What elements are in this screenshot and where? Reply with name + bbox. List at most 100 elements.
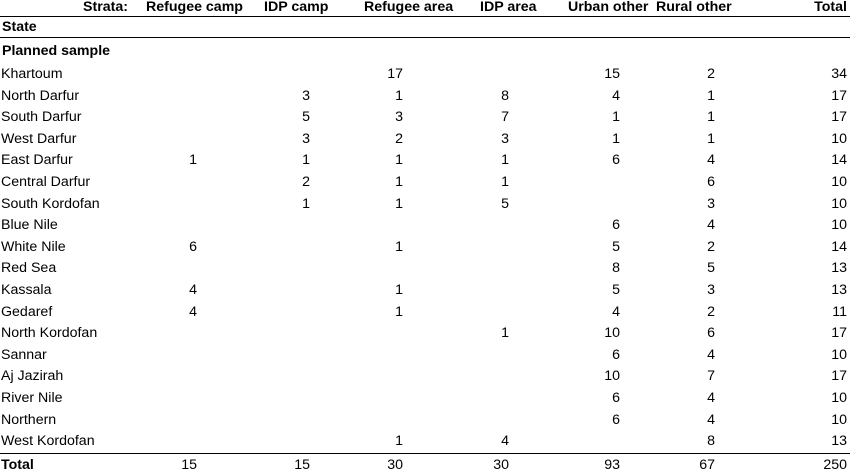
section-header-row: Planned sample: [0, 38, 850, 65]
cell-rural-other: 4: [707, 217, 715, 234]
cell-refugee-area: [332, 388, 436, 410]
cell-total: 10: [831, 217, 847, 234]
cell-urban-other: [540, 431, 633, 453]
cell-total: 13: [831, 433, 847, 450]
section-label: Planned sample: [2, 43, 111, 59]
cell-refugee-camp: [136, 172, 222, 194]
cell-total: 17: [831, 325, 847, 342]
cell-refugee-camp: [136, 323, 222, 345]
cell-urban-other: 1: [612, 130, 620, 147]
cell-refugee-area: 1: [395, 281, 403, 298]
cell-urban-other: 4: [612, 87, 620, 104]
cell-urban-other: [540, 194, 633, 216]
cell-refugee-camp: [136, 86, 222, 108]
state-name-cell: South Darfur: [1, 109, 82, 126]
cell-refugee-camp: [136, 215, 222, 237]
state-name-cell: River Nile: [1, 389, 63, 406]
cell-idp-camp: [222, 366, 332, 388]
cell-idp-camp: 1: [302, 152, 310, 169]
cell-idp-camp: 2: [302, 173, 310, 190]
state-name-cell: Aj Jazirah: [1, 368, 64, 385]
cell-refugee-area: 1: [395, 303, 403, 320]
state-name-cell: Northern: [1, 411, 57, 428]
cell-rural-other: 3: [707, 195, 715, 212]
cell-total: 10: [831, 195, 847, 212]
cell-total: 10: [831, 130, 847, 147]
cell-refugee-camp: [136, 345, 222, 367]
table-row: Gedaref 4 1 4 2 11: [0, 302, 850, 324]
cell-idp-camp: [222, 258, 332, 280]
state-name-cell: Khartoum: [1, 66, 63, 82]
cell-urban-other: [540, 172, 633, 194]
cell-refugee-camp: [136, 107, 222, 129]
cell-idp-area: 3: [501, 130, 509, 147]
state-name-cell: East Darfur: [1, 152, 73, 169]
total-row: Total 15 15 30 30 93 67 250: [0, 452, 850, 476]
cell-refugee-area: 17: [387, 66, 403, 82]
cell-idp-camp: [222, 302, 332, 324]
cell-idp-camp: [222, 237, 332, 259]
cell-idp-camp: 3: [302, 130, 310, 147]
table-row: West Kordofan 1 4 8 13: [0, 431, 850, 453]
table-row: Red Sea 8 5 13: [0, 258, 850, 280]
cell-refugee-area: [332, 410, 436, 432]
state-name-cell: Sannar: [1, 346, 47, 363]
cell-idp-area: 7: [501, 109, 509, 126]
column-header-urban-other: Urban other: [568, 0, 649, 15]
cell-total: 14: [831, 238, 847, 255]
cell-refugee-area: 2: [395, 130, 403, 147]
cell-total: 10: [831, 389, 847, 406]
cell-refugee-area: 1: [395, 433, 403, 450]
cell-urban-other: 93: [540, 452, 633, 476]
table-body: Khartoum 17 15 2 34 North Darfur 3 1 8 4 1 17 South …: [0, 64, 850, 476]
cell-refugee-camp: [136, 431, 222, 453]
cell-refugee-camp: [136, 388, 222, 410]
state-name-cell: Gedaref: [1, 303, 53, 320]
table-row: South Darfur 5 3 7 1 1 17: [0, 107, 850, 129]
cell-rural-other: 1: [707, 109, 715, 126]
cell-urban-other: 15: [604, 66, 620, 82]
state-name-cell: Central Darfur: [1, 173, 91, 190]
cell-refugee-area: [332, 345, 436, 367]
cell-total: 14: [831, 152, 847, 169]
table-row: White Nile 6 1 5 2 14: [0, 237, 850, 259]
cell-idp-area: 30: [436, 452, 540, 476]
table-row: North Kordofan 1 10 6 17: [0, 323, 850, 345]
cell-rural-other: 4: [707, 389, 715, 406]
cell-urban-other: 10: [604, 325, 620, 342]
cell-rural-other: 2: [707, 238, 715, 255]
cell-rural-other: 7: [707, 368, 715, 385]
cell-urban-other: 4: [612, 303, 620, 320]
cell-refugee-camp: 4: [189, 303, 197, 320]
cell-total: 10: [831, 346, 847, 363]
cell-refugee-area: 1: [395, 87, 403, 104]
cell-refugee-area: [332, 323, 436, 345]
cell-refugee-area: 30: [332, 452, 436, 476]
cell-refugee-camp: [136, 129, 222, 151]
cell-total: 10: [831, 411, 847, 428]
cell-idp-camp: 1: [302, 195, 310, 212]
table-row: North Darfur 3 1 8 4 1 17: [0, 86, 850, 108]
cell-rural-other: 2: [707, 303, 715, 320]
cell-refugee-area: [332, 366, 436, 388]
table-row: Northern 6 4 10: [0, 410, 850, 432]
cell-refugee-area: [332, 215, 436, 237]
state-name-cell: Blue Nile: [1, 217, 58, 234]
strata-header-row: Strata: Refugee camp IDP camp Refugee ar…: [0, 0, 850, 17]
cell-rural-other: 67: [633, 452, 734, 476]
cell-idp-camp: [222, 431, 332, 453]
cell-idp-area: [436, 388, 540, 410]
cell-total: 17: [831, 109, 847, 126]
cell-total: 250: [734, 452, 850, 476]
cell-refugee-camp: [136, 366, 222, 388]
state-name-cell: West Kordofan: [1, 433, 95, 450]
state-header-row: State: [0, 16, 850, 38]
cell-refugee-camp: [136, 64, 222, 86]
cell-idp-area: 8: [501, 87, 509, 104]
cell-urban-other: 5: [612, 238, 620, 255]
cell-idp-camp: [222, 323, 332, 345]
cell-urban-other: 6: [612, 346, 620, 363]
cell-refugee-camp: [136, 258, 222, 280]
